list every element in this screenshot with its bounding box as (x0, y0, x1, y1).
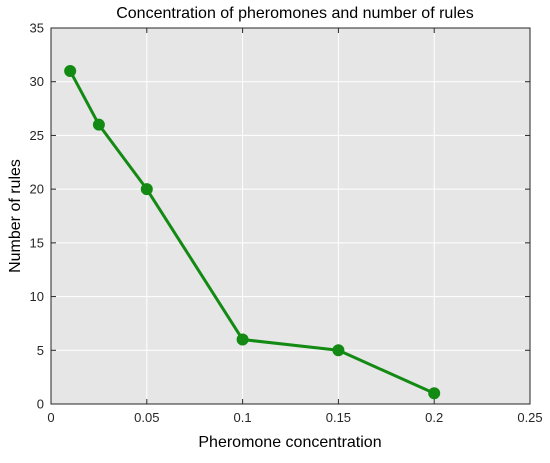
x-tick-label: 0.15 (326, 410, 351, 425)
plot-area (51, 28, 530, 404)
chart-title: Concentration of pheromones and number o… (116, 5, 474, 22)
y-tick-label: 10 (30, 289, 44, 304)
axes-box (50, 27, 531, 405)
y-tick-label: 30 (30, 74, 44, 89)
x-tick-label: 0.1 (234, 410, 252, 425)
grid-lines (51, 28, 530, 404)
y-tick-label: 25 (30, 128, 44, 143)
data-point (64, 64, 77, 77)
y-tick-label: 35 (30, 21, 44, 36)
x-tick-label: 0.2 (425, 410, 443, 425)
x-tick-labels: 0 0.05 0.1 0.15 0.2 0.25 (47, 410, 542, 425)
x-axis-title: Pheromone concentration (198, 434, 381, 451)
x-tick-label: 0 (47, 410, 54, 425)
y-tick-label: 15 (30, 235, 44, 250)
x-tick-label: 0.25 (517, 410, 542, 425)
axes (50, 27, 531, 405)
y-tick-label: 0 (37, 397, 44, 412)
data-point (236, 333, 249, 346)
series-line (68, 70, 435, 395)
y-axis-title: Number of rules (7, 159, 24, 273)
y-tick-labels: 0 5 10 15 20 25 30 35 (30, 21, 44, 412)
y-tick-label: 20 (30, 182, 44, 197)
data-point (332, 344, 345, 357)
data-point (140, 183, 153, 196)
x-tick-label: 0.05 (134, 410, 159, 425)
y-tick-label: 5 (37, 343, 44, 358)
data-series (64, 64, 441, 400)
data-point (428, 387, 441, 400)
data-point (92, 118, 105, 131)
